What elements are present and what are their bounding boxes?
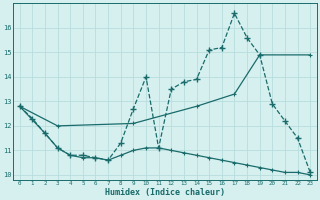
X-axis label: Humidex (Indice chaleur): Humidex (Indice chaleur): [105, 188, 225, 197]
